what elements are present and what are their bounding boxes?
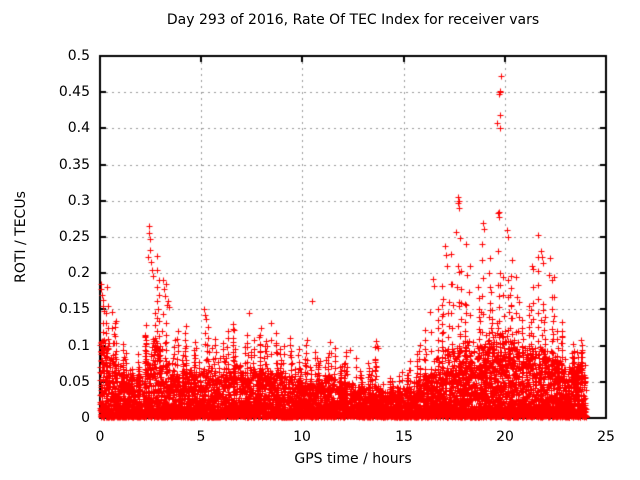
x-axis-label: GPS time / hours: [294, 451, 412, 467]
x-tick-label: 0: [95, 429, 105, 445]
y-tick-label: 0.5: [67, 48, 90, 64]
chart-title: Day 293 of 2016, Rate Of TEC Index for r…: [166, 12, 540, 28]
x-tick-label: 25: [597, 429, 615, 445]
y-tick-label: 0.2: [67, 265, 90, 281]
y-tick-label: 0.15: [58, 301, 90, 317]
y-tick-label: 0.3: [67, 193, 90, 209]
y-tick-label: 0.45: [58, 84, 90, 100]
x-tick-label: 5: [196, 429, 206, 445]
y-tick-label: 0.4: [67, 120, 90, 136]
y-tick-label: 0.25: [58, 229, 90, 245]
y-tick-label: 0.1: [67, 338, 90, 354]
x-tick-label: 15: [395, 429, 413, 445]
x-tick-label: 20: [496, 429, 514, 445]
x-tick-label: 10: [293, 429, 311, 445]
y-tick-label: 0.05: [58, 374, 90, 390]
y-tick-label: 0: [81, 410, 90, 426]
y-axis-label: ROTI / TECUs: [13, 191, 29, 283]
y-tick-label: 0.35: [58, 157, 90, 173]
